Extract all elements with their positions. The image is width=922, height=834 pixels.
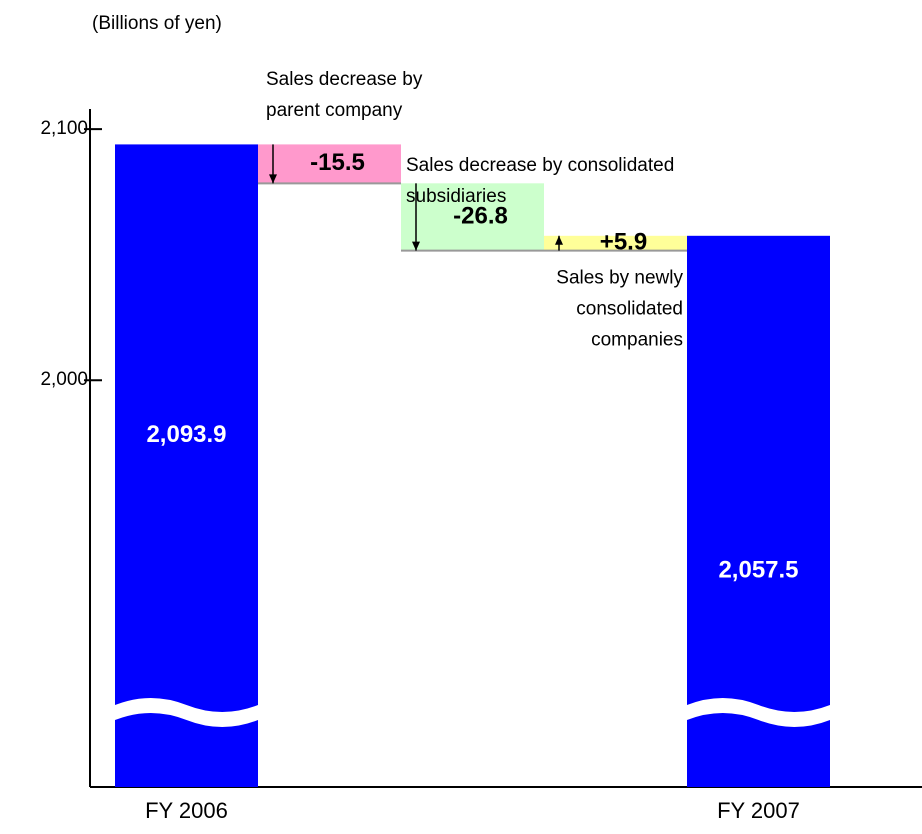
annotation: Sales decrease by bbox=[266, 69, 423, 90]
annotation: Sales decrease by consolidated bbox=[406, 155, 674, 176]
total-bar bbox=[687, 235, 830, 788]
value-label: 2,093.9 bbox=[146, 421, 226, 448]
annotation: subsidiaries bbox=[406, 186, 506, 207]
arrow-head bbox=[269, 174, 277, 184]
axis-break bbox=[687, 698, 830, 727]
value-label: -26.8 bbox=[453, 202, 508, 229]
total-bar bbox=[115, 144, 258, 787]
arrow-head bbox=[412, 241, 420, 251]
annotation: consolidated bbox=[576, 299, 683, 320]
axis-break bbox=[115, 698, 258, 727]
value-label: +5.9 bbox=[600, 229, 647, 256]
value-label: 2,057.5 bbox=[718, 557, 798, 584]
unit-label: (Billions of yen) bbox=[92, 13, 222, 34]
annotation: companies bbox=[591, 330, 683, 351]
y-tick-label: 2,000 bbox=[40, 369, 88, 390]
delta-bar bbox=[401, 183, 544, 251]
x-tick-label: FY 2007 bbox=[717, 798, 800, 823]
y-tick-label: 2,100 bbox=[40, 118, 88, 139]
annotation: parent company bbox=[266, 100, 403, 121]
delta-bar bbox=[544, 235, 687, 251]
annotation: Sales by newly bbox=[556, 268, 683, 289]
delta-bar bbox=[258, 144, 401, 184]
x-tick-label: FY 2006 bbox=[145, 798, 228, 823]
value-label: -15.5 bbox=[310, 149, 365, 176]
arrow-head bbox=[555, 235, 563, 245]
